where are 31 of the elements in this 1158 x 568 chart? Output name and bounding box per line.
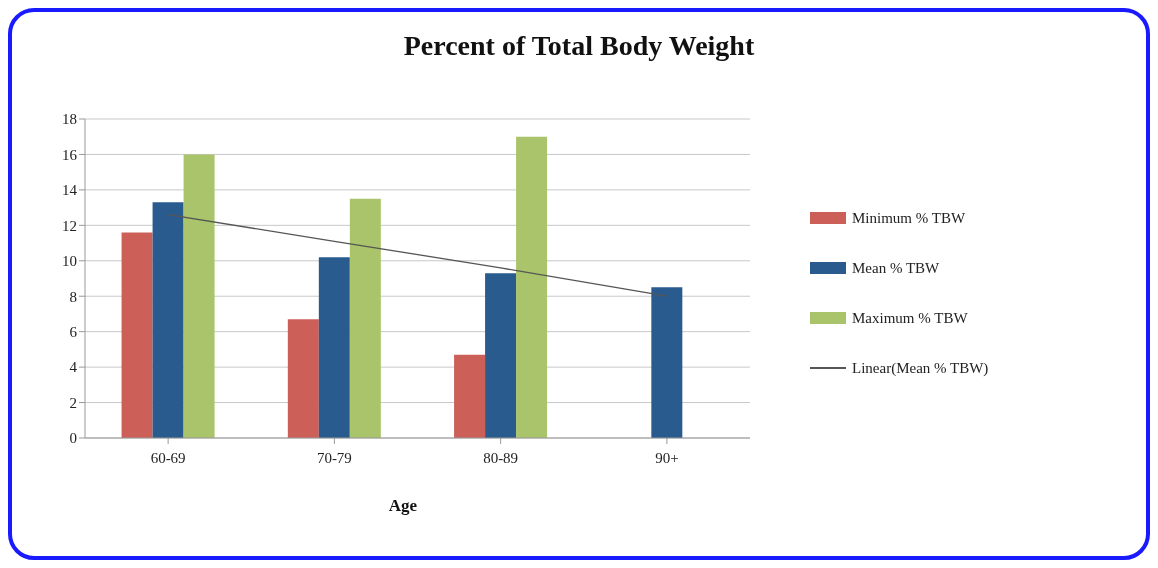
x-tick-label: 80-89: [483, 449, 519, 466]
legend-label: Linear(Mean % TBW): [852, 359, 989, 377]
bar: [349, 198, 381, 438]
y-tick-label: 4: [69, 359, 78, 376]
y-tick-label: 6: [69, 323, 78, 340]
y-tick-label: 12: [62, 217, 77, 234]
y-tick-label: 8: [69, 288, 77, 305]
y-tick-label: 2: [69, 394, 77, 411]
bar: [183, 154, 215, 438]
bar: [152, 202, 184, 438]
legend-label: Minimum % TBW: [852, 209, 966, 227]
bar: [318, 257, 350, 438]
legend-label: Maximum % TBW: [852, 309, 968, 327]
bar: [454, 354, 486, 438]
chart-title: Percent of Total Body Weight: [402, 30, 756, 62]
x-tick-label: 60-69: [150, 449, 186, 466]
y-tick-label: 14: [62, 182, 78, 199]
legend-label: Mean % TBW: [852, 259, 940, 277]
y-tick-label: 0: [69, 430, 77, 447]
y-tick-label: 16: [62, 146, 78, 163]
bar: [485, 273, 517, 438]
y-tick-label: 18: [62, 111, 77, 128]
x-axis-title: Age: [387, 496, 419, 516]
y-tick-label: 10: [62, 253, 77, 270]
x-tick-label: 90+: [655, 449, 679, 466]
bar: [651, 287, 683, 438]
line-series: [167, 214, 668, 297]
bar: [516, 136, 548, 438]
bar: [287, 319, 319, 438]
x-tick-label: 70-79: [316, 449, 352, 466]
bar: [121, 232, 153, 438]
